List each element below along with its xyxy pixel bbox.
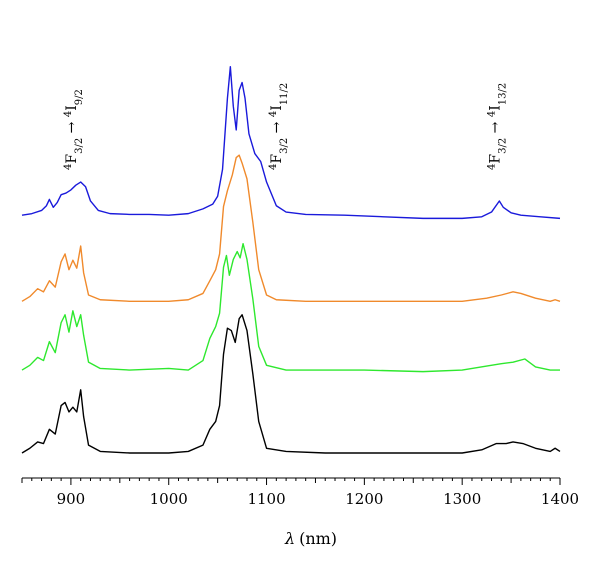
x-tick-label: 1100 [247, 490, 285, 508]
transition-label-part: 3/2 [279, 138, 290, 154]
transition-label-part: 3/2 [73, 138, 84, 154]
x-tick-label: 1000 [150, 490, 188, 508]
transition-label-part: 4 [268, 164, 279, 170]
x-tick-label: 900 [57, 490, 86, 508]
transition-label-part: F [64, 154, 80, 164]
spectrum-series-2 [21, 154, 561, 303]
transition-label-part: F [487, 154, 503, 164]
x-tick-label: 1300 [443, 490, 481, 508]
transition-label-part: 4 [62, 111, 73, 117]
transition-label-part: → [487, 117, 503, 138]
x-axis-label-unit: (nm) [299, 529, 337, 548]
transition-label-trans-2: 4F3/2 → 4I11/2 [268, 83, 290, 170]
x-axis-label-symbol: λ [284, 529, 295, 548]
transition-label-part: 4 [486, 111, 497, 117]
x-axis: 900 1000 1100 1200 1300 1400 [21, 477, 579, 508]
transition-label-part: 11/2 [279, 83, 290, 105]
x-tick-label: 1200 [345, 490, 383, 508]
transition-label-part: 4 [268, 111, 279, 117]
transition-label-part: → [64, 117, 80, 138]
transition-label-part: I [487, 105, 503, 111]
transition-label-part: I [64, 105, 80, 111]
transition-label-part: 4 [486, 164, 497, 170]
transition-label-part: 3/2 [497, 138, 508, 154]
x-axis-label: λ (nm) [284, 529, 337, 548]
spectrum-series-1 [21, 65, 561, 220]
series-layer [21, 65, 561, 454]
transition-label-part: F [269, 154, 285, 164]
transition-label-part: 13/2 [497, 83, 508, 105]
transition-label-trans-3: 4F3/2 → 4I13/2 [486, 83, 508, 170]
transition-label-part: 4 [62, 164, 73, 170]
x-tick-label: 1400 [541, 490, 579, 508]
transition-label-part: 9/2 [73, 89, 84, 105]
transition-label-trans-1: 4F3/2 → 4I9/2 [62, 89, 84, 170]
spectrum-series-3 [21, 242, 560, 373]
x-axis-ticks: 900 1000 1100 1200 1300 1400 [21, 478, 579, 508]
spectrum-series-4 [21, 314, 561, 454]
transition-label-part: I [269, 105, 285, 111]
transition-label-part: → [269, 117, 285, 138]
